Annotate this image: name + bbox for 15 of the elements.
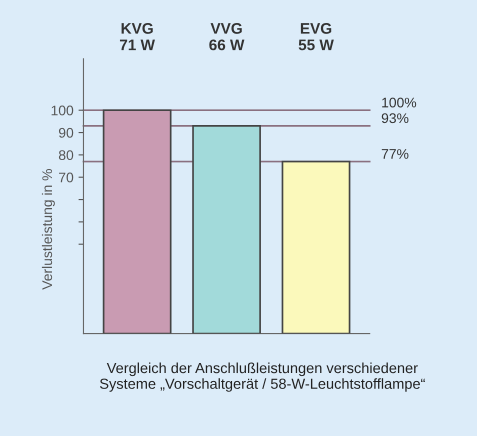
x-tick-label: KVG 71 W bbox=[120, 23, 155, 50]
bar bbox=[282, 160, 350, 334]
y-tick-label: 90 bbox=[58, 128, 74, 138]
bar bbox=[192, 125, 261, 334]
x-tick-label: VVG 66 W bbox=[209, 23, 244, 50]
ref-line-label: 100% bbox=[382, 98, 416, 108]
y-tick-label: 70 bbox=[59, 172, 74, 182]
ref-line-label: 93% bbox=[382, 113, 408, 124]
x-tick-label: EVG 55 W bbox=[298, 23, 334, 50]
y-tick-label: 100 bbox=[52, 106, 74, 116]
text: Vergleich der Anschlußleistungen verschiedener Systeme „Vorschaltgerät / 58-W-Leuchtstofflampe“ bbox=[100, 362, 425, 392]
y-tick-label: 80 bbox=[58, 150, 74, 160]
y-axis-title: Verlustleistung in % bbox=[42, 169, 55, 290]
ref-line-label: 77% bbox=[382, 149, 408, 159]
bar bbox=[102, 109, 172, 334]
